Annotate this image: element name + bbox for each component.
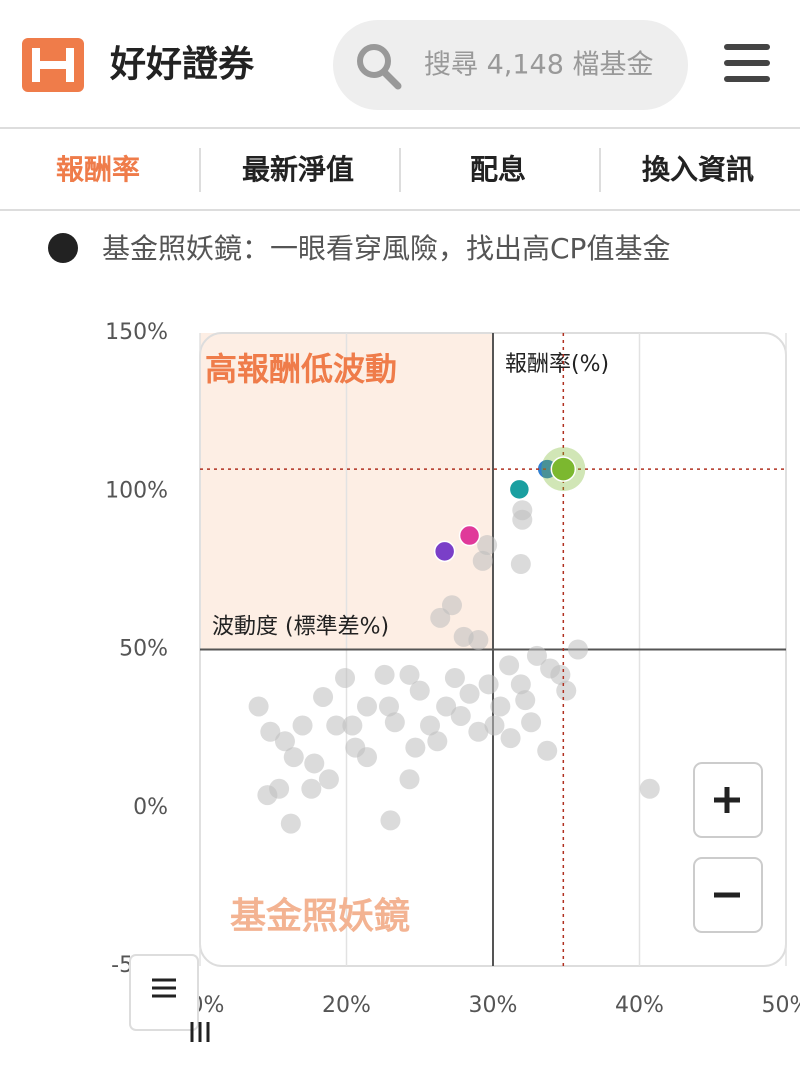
y-tick-label: 0% bbox=[133, 795, 168, 820]
point bbox=[283, 747, 304, 768]
point bbox=[374, 664, 395, 685]
x-tick-label: 40% bbox=[615, 993, 664, 1018]
point bbox=[639, 778, 660, 799]
point bbox=[326, 715, 347, 736]
point bbox=[459, 683, 480, 704]
point bbox=[257, 785, 278, 806]
point bbox=[318, 769, 339, 790]
point bbox=[357, 747, 378, 768]
logo bbox=[22, 38, 84, 92]
point bbox=[521, 712, 542, 733]
zoom-in[interactable] bbox=[693, 762, 763, 838]
point bbox=[468, 630, 489, 651]
search-box[interactable] bbox=[333, 20, 688, 110]
point bbox=[420, 715, 441, 736]
search-icon bbox=[357, 44, 391, 78]
point bbox=[342, 715, 363, 736]
point bbox=[280, 813, 301, 834]
point bbox=[510, 674, 531, 695]
tab[interactable]: 配息 bbox=[470, 153, 526, 186]
point bbox=[335, 667, 356, 688]
point bbox=[430, 607, 451, 628]
point bbox=[515, 690, 536, 711]
point bbox=[468, 721, 489, 742]
brand[interactable]: 好好證券 bbox=[109, 43, 255, 85]
point bbox=[304, 753, 325, 774]
point bbox=[450, 705, 471, 726]
devil-icon bbox=[48, 233, 78, 263]
point[interactable] bbox=[508, 478, 531, 501]
tab[interactable]: 報酬率 bbox=[56, 153, 140, 186]
point bbox=[384, 712, 405, 733]
point bbox=[499, 655, 520, 676]
point bbox=[260, 721, 281, 742]
point bbox=[490, 696, 511, 717]
tabs: 報酬率 最新淨值 配息 換入資訊 bbox=[56, 148, 754, 192]
point bbox=[427, 731, 448, 752]
point bbox=[477, 535, 498, 556]
x-tick-label: 30% bbox=[469, 993, 518, 1018]
point bbox=[550, 664, 571, 685]
list-toggle[interactable] bbox=[129, 954, 210, 1042]
point bbox=[380, 810, 401, 831]
quadrant-label: 高報酬低波動 bbox=[205, 350, 397, 388]
zoom-out[interactable] bbox=[693, 857, 763, 933]
search-placeholder: 搜尋 4,148 檔基金 bbox=[424, 50, 653, 81]
tab[interactable]: 最新淨值 bbox=[242, 153, 354, 186]
y-tick-label: 50% bbox=[119, 637, 168, 662]
y-axis-label: 報酬率(%) bbox=[505, 352, 609, 377]
point bbox=[409, 680, 430, 701]
point bbox=[500, 728, 521, 749]
y-tick-label: 100% bbox=[105, 478, 168, 503]
point bbox=[444, 667, 465, 688]
point bbox=[378, 696, 399, 717]
menu-button[interactable] bbox=[724, 44, 770, 82]
point[interactable] bbox=[550, 456, 577, 482]
point bbox=[399, 664, 420, 685]
watermark: 基金照妖鏡 bbox=[230, 895, 410, 937]
point bbox=[248, 696, 269, 717]
tab[interactable]: 換入資訊 bbox=[642, 153, 754, 186]
point bbox=[301, 778, 322, 799]
point[interactable] bbox=[458, 524, 481, 547]
point bbox=[526, 645, 547, 666]
point bbox=[274, 731, 295, 752]
point bbox=[510, 554, 531, 575]
point bbox=[292, 715, 313, 736]
point bbox=[436, 696, 457, 717]
point bbox=[567, 639, 588, 660]
chart: 10%20%30%40%50%-50%0%50%100%150%高報酬低波動報酬… bbox=[105, 320, 800, 1018]
x-tick-label: 20% bbox=[322, 993, 371, 1018]
point bbox=[556, 680, 577, 701]
point bbox=[357, 696, 378, 717]
point bbox=[313, 686, 334, 707]
point bbox=[441, 595, 462, 616]
point bbox=[484, 715, 505, 736]
x-axis-label: 波動度 (標準差%) bbox=[212, 615, 389, 640]
point bbox=[472, 550, 493, 571]
point bbox=[478, 674, 499, 695]
tagline: 基金照妖鏡：一眼看穿風險，找出高CP值基金 bbox=[102, 232, 670, 265]
point bbox=[512, 509, 533, 530]
y-tick-label: 150% bbox=[105, 320, 168, 345]
point bbox=[399, 769, 420, 790]
point bbox=[537, 740, 558, 761]
x-tick-label: 50% bbox=[762, 993, 800, 1018]
point bbox=[405, 737, 426, 758]
point[interactable] bbox=[433, 540, 456, 563]
